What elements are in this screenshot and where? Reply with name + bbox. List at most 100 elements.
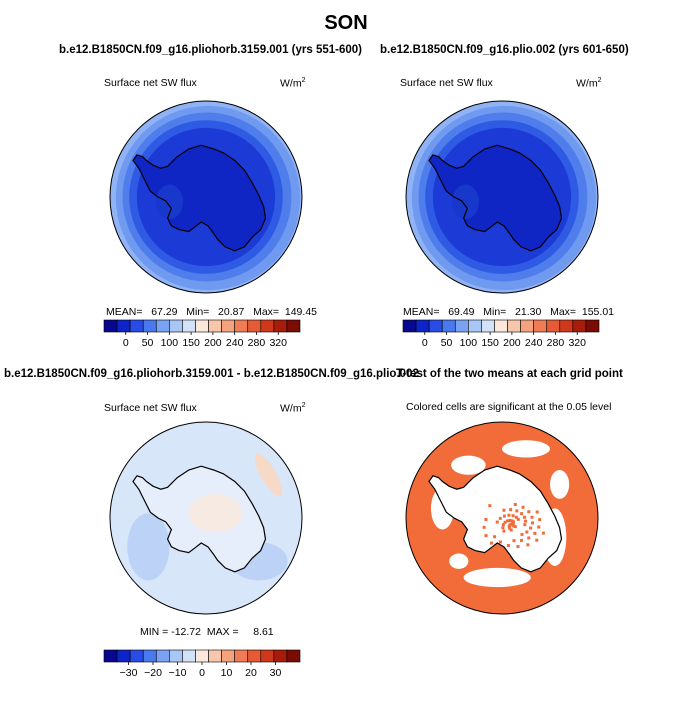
colorbar-swatch [169, 319, 183, 333]
coastline [132, 465, 267, 573]
ttest-speckle [535, 538, 539, 542]
colorbar-swatch [507, 319, 521, 333]
colorbar-swatch [103, 319, 118, 333]
ttest-speckle [495, 520, 499, 524]
colorbar-swatch [585, 319, 600, 333]
colorbar-swatch [142, 649, 157, 663]
colorbar-swatch [195, 649, 209, 663]
colorbar-tick-label: 320 [269, 337, 287, 349]
ttest-speckle [514, 515, 518, 519]
map-boundary [109, 100, 303, 294]
ttest-speckle [484, 517, 488, 521]
colorbar-swatch [116, 319, 131, 333]
ttest-speckle [535, 510, 539, 514]
colorbar-swatch [441, 319, 456, 333]
colorbar-tick-label: −10 [169, 667, 187, 679]
ttest-speckle [488, 504, 492, 508]
ttest-speckle [511, 514, 515, 518]
coastline [132, 144, 267, 252]
colorbar-swatch [182, 649, 196, 663]
ttest-speckle [498, 547, 502, 551]
polar-map-4 [405, 421, 599, 615]
panel-1-units: W/m2 [280, 77, 306, 90]
ttest-speckle [507, 513, 511, 517]
colorbar-tick-label: 280 [248, 337, 266, 349]
ttest-nonsignificant-patch [451, 455, 486, 475]
ttest-speckle [510, 522, 514, 526]
panel-2-title: b.e12.B1850CN.f09_g16.plio.002 (yrs 601-… [380, 44, 629, 56]
colorbar-tick-label: 200 [204, 337, 222, 349]
colorbar-swatch [116, 649, 131, 663]
panel-1-title: b.e12.B1850CN.f09_g16.pliohorb.3159.001 … [59, 44, 362, 56]
ttest-nonsignificant-patch [449, 553, 469, 569]
ttest-speckle [523, 515, 527, 519]
colorbar-tick-label: 240 [226, 337, 244, 349]
colorbar-tick-label: 50 [142, 337, 154, 349]
colorbar-tick-label: 0 [123, 337, 129, 349]
colorbar-swatch [247, 649, 262, 663]
continent-fill [429, 145, 562, 251]
colorbar-tick-label: 200 [503, 337, 521, 349]
colorbar-swatch [533, 319, 548, 333]
colorbar-swatch [155, 649, 170, 663]
colorbar-swatch [260, 319, 275, 333]
ttest-nonsignificant-patch [550, 470, 570, 499]
colorbar-tick-label: 20 [245, 667, 257, 679]
panel-1-variable: Surface net SW flux [104, 77, 197, 89]
ttest-speckle [516, 517, 520, 521]
ttest-speckle [527, 510, 531, 514]
colorbar-tick-label: 280 [547, 337, 565, 349]
colorbar-tick-label: 30 [270, 667, 282, 679]
panel-2-stats: MEAN= 69.49 Min= 21.30 Max= 155.01 [403, 306, 614, 318]
ttest-speckle [513, 525, 517, 529]
ttest-speckle [541, 531, 545, 535]
ttest-speckle [502, 529, 506, 533]
panel-4-subtitle: Colored cells are significant at the 0.0… [406, 401, 612, 413]
colorbar-swatch [103, 649, 118, 663]
page-title: SON [324, 12, 368, 34]
colorbar-swatch [286, 649, 301, 663]
colorbar-swatch [234, 649, 249, 663]
colorbar-swatch [260, 649, 275, 663]
ttest-speckle [508, 526, 512, 530]
colorbar-swatch [520, 319, 534, 333]
colorbar-swatch [208, 319, 222, 333]
ttest-speckle [501, 526, 505, 530]
colorbar-tick-label: 320 [568, 337, 586, 349]
ttest-speckle [484, 534, 488, 538]
west-antarctic-patch [452, 184, 479, 220]
colorbar-tick-label: 10 [221, 667, 233, 679]
ttest-speckle [531, 521, 535, 525]
colorbar-swatch [428, 319, 443, 333]
panel-2-units: W/m2 [576, 77, 602, 90]
map-boundary [405, 100, 599, 294]
diff-pos-interior [188, 494, 243, 533]
ttest-speckle [527, 536, 531, 540]
panel-3-stats: MIN = -12.72 MAX = 8.61 [140, 626, 274, 638]
ttest-speckle [521, 505, 525, 509]
colorbar-swatch [169, 649, 183, 663]
panel-1-stats: MEAN= 67.29 Min= 20.87 Max= 149.45 [106, 306, 317, 318]
colorbar-swatch [234, 319, 249, 333]
ttest-speckle [526, 543, 530, 547]
colorbar-swatch [273, 319, 288, 333]
colorbar-swatch [559, 319, 574, 333]
colorbar-tick-label: 150 [481, 337, 499, 349]
colorbar-swatch [494, 319, 508, 333]
colorbar-tick-label: 100 [161, 337, 179, 349]
ttest-speckle [511, 520, 515, 524]
colorbar-swatch [273, 649, 288, 663]
colorbar-tick-label: −20 [144, 667, 162, 679]
ttest-speckle [525, 530, 529, 534]
coastline [428, 144, 563, 252]
ttest-speckle [519, 538, 523, 542]
ttest-speckle [520, 532, 524, 536]
colorbar-tick-label: −30 [120, 667, 138, 679]
colorbar-swatch [481, 319, 495, 333]
colorbar-swatch [286, 319, 301, 333]
polar-map-2 [405, 100, 599, 294]
diff-pos-streak [254, 453, 283, 496]
ttest-speckle [537, 525, 541, 529]
panel-3-units: W/m2 [280, 402, 306, 415]
